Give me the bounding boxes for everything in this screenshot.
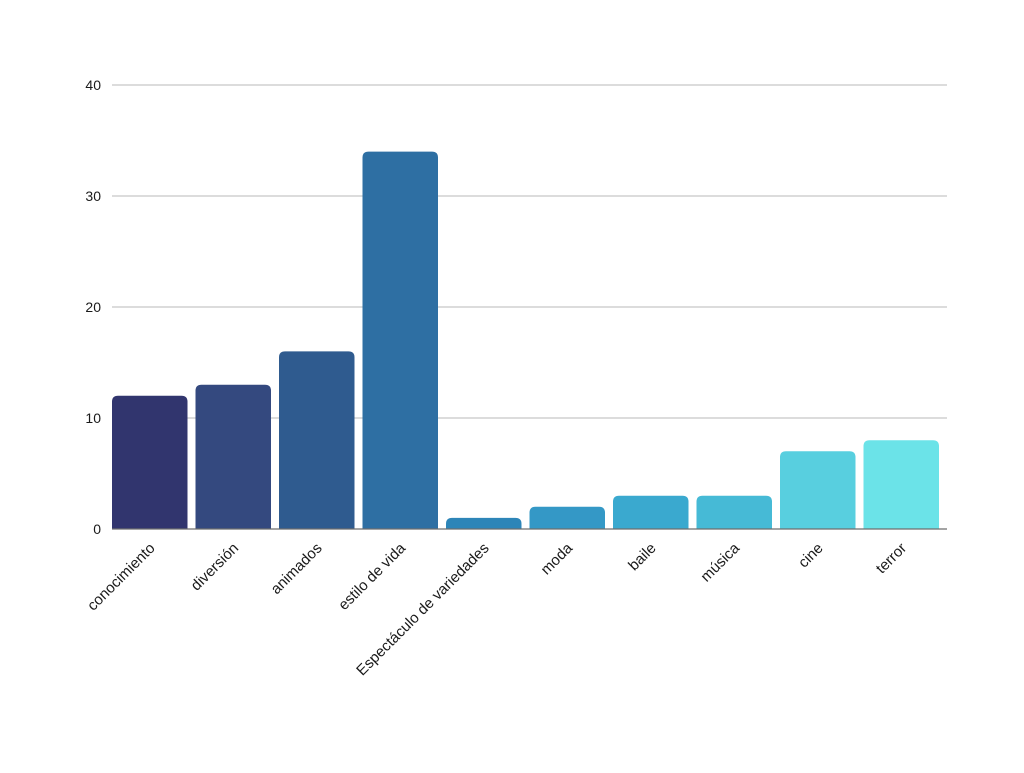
y-tick-label: 40 bbox=[85, 77, 101, 93]
bar bbox=[613, 495, 689, 529]
x-tick-label: animados bbox=[268, 540, 326, 598]
bar bbox=[696, 495, 772, 529]
x-tick-label: Espectáculo de variedades bbox=[353, 540, 492, 679]
x-tick-label: terror bbox=[873, 540, 910, 577]
y-axis-ticks: 0 10 20 30 40 bbox=[85, 77, 101, 537]
x-tick-label: diversión bbox=[188, 540, 242, 594]
bar bbox=[112, 395, 188, 529]
x-tick-label: moda bbox=[538, 539, 577, 578]
x-tick-label: cine bbox=[795, 540, 826, 571]
bar bbox=[362, 151, 438, 529]
y-tick-label: 10 bbox=[85, 410, 101, 426]
x-tick-label: estilo de vida bbox=[335, 539, 409, 613]
bar bbox=[279, 351, 355, 529]
x-tick-label: música bbox=[697, 539, 743, 585]
bars bbox=[112, 151, 947, 530]
bar bbox=[863, 440, 939, 529]
bar bbox=[446, 517, 522, 529]
gridlines bbox=[112, 84, 947, 419]
bar bbox=[529, 506, 605, 529]
y-tick-label: 0 bbox=[93, 521, 101, 537]
y-tick-label: 20 bbox=[85, 299, 101, 315]
x-axis-labels: conocimiento diversión animados estilo de v… bbox=[84, 539, 910, 679]
bar bbox=[780, 451, 856, 529]
bar bbox=[195, 384, 271, 529]
x-tick-label: baile bbox=[625, 540, 659, 574]
y-tick-label: 30 bbox=[85, 188, 101, 204]
x-tick-label: conocimiento bbox=[84, 540, 159, 615]
